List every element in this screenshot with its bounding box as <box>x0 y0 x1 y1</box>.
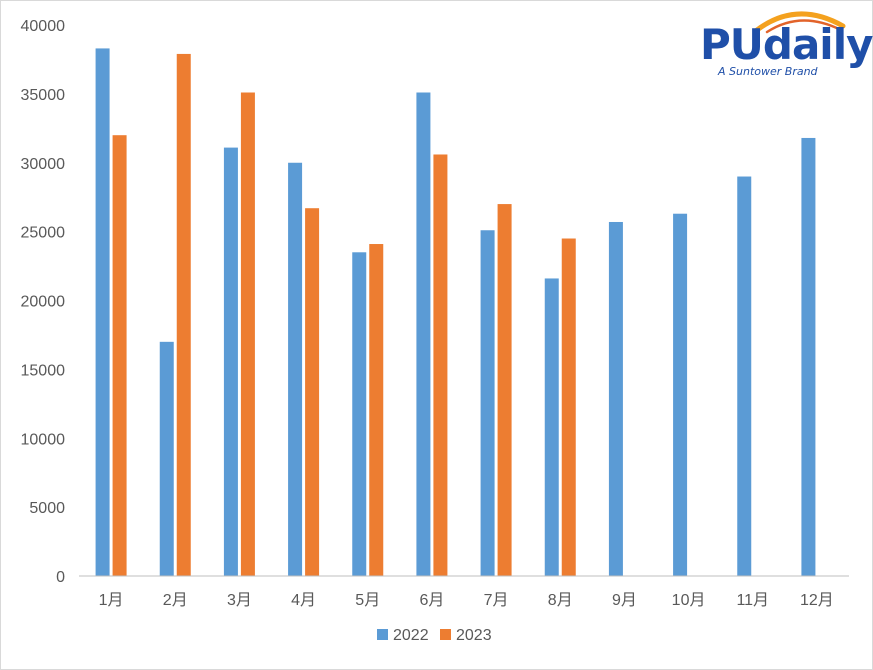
legend: 2022 2023 <box>377 627 492 644</box>
bar-2022 <box>223 147 238 576</box>
y-tick-label: 20000 <box>21 294 66 311</box>
y-tick-label: 5000 <box>29 500 65 517</box>
y-tick-label: 30000 <box>21 156 66 173</box>
bar-group <box>95 48 127 577</box>
x-tick-label: 2月 <box>163 592 188 609</box>
bar-2023 <box>176 53 191 577</box>
logo-arc-icon <box>754 11 846 34</box>
y-tick-label: 25000 <box>21 225 66 242</box>
bar-group <box>480 204 512 576</box>
logo-tagline: A Suntower Brand <box>718 65 818 78</box>
x-tick-label: 5月 <box>355 592 380 609</box>
y-tick-label: 35000 <box>21 87 66 104</box>
bar-2022 <box>416 92 431 576</box>
bar-group <box>737 176 752 576</box>
logo-wordmark: PUdaily <box>700 20 873 69</box>
x-tick-label: 1月 <box>99 592 124 609</box>
x-tick-label: 10月 <box>672 592 706 609</box>
y-tick-label: 40000 <box>21 18 66 35</box>
bar-2023 <box>369 244 384 576</box>
legend-swatch <box>440 629 451 640</box>
bar-group <box>352 244 384 576</box>
bar-2023 <box>305 208 320 576</box>
bar-2022 <box>159 341 174 576</box>
x-tick-label: 7月 <box>484 592 509 609</box>
bar-2022 <box>95 48 110 577</box>
bar-2023 <box>112 135 127 576</box>
legend-label: 2022 <box>393 627 429 644</box>
bar-2022 <box>544 278 559 576</box>
bar-group <box>544 238 576 576</box>
y-tick-label: 15000 <box>21 362 66 379</box>
bar-2022 <box>480 230 495 576</box>
x-tick-label: 6月 <box>419 592 444 609</box>
legend-swatch <box>377 629 388 640</box>
bar-2022 <box>801 137 816 576</box>
bar-group <box>673 213 688 576</box>
y-tick-label: 0 <box>56 569 65 586</box>
y-tick-label: 10000 <box>21 431 66 448</box>
x-tick-label: 4月 <box>291 592 316 609</box>
legend-label: 2023 <box>456 627 492 644</box>
bar-2022 <box>737 176 752 576</box>
x-axis: 1月 2月 3月 4月 5月 6月 7月 8月 9月 10月 11月 12月 <box>99 592 834 609</box>
bar-group <box>159 53 191 577</box>
x-tick-label: 9月 <box>612 592 637 609</box>
bar-2023 <box>497 204 512 576</box>
bar-group <box>288 162 320 576</box>
x-tick-label: 3月 <box>227 592 252 609</box>
bar-2023 <box>561 238 576 576</box>
bar-group <box>223 92 255 576</box>
bar-2022 <box>608 221 623 577</box>
bar-2022 <box>673 213 688 576</box>
bars <box>95 48 816 577</box>
x-tick-label: 11月 <box>736 592 769 609</box>
bar-2022 <box>352 252 367 576</box>
legend-item: 2022 <box>377 627 429 644</box>
bar-2022 <box>288 162 303 576</box>
x-tick-label: 8月 <box>548 592 573 609</box>
bar-group <box>416 92 448 577</box>
legend-item: 2023 <box>440 627 492 644</box>
bar-group <box>801 137 816 576</box>
y-axis: 0 5000 10000 15000 20000 25000 30000 35000 40000 <box>21 18 66 586</box>
bar-2023 <box>433 154 448 577</box>
x-tick-label: 12月 <box>800 592 834 609</box>
bar-group <box>608 221 623 577</box>
pudaily-logo: PUdaily A Suntower Brand <box>696 6 873 81</box>
bar-2023 <box>240 92 255 576</box>
